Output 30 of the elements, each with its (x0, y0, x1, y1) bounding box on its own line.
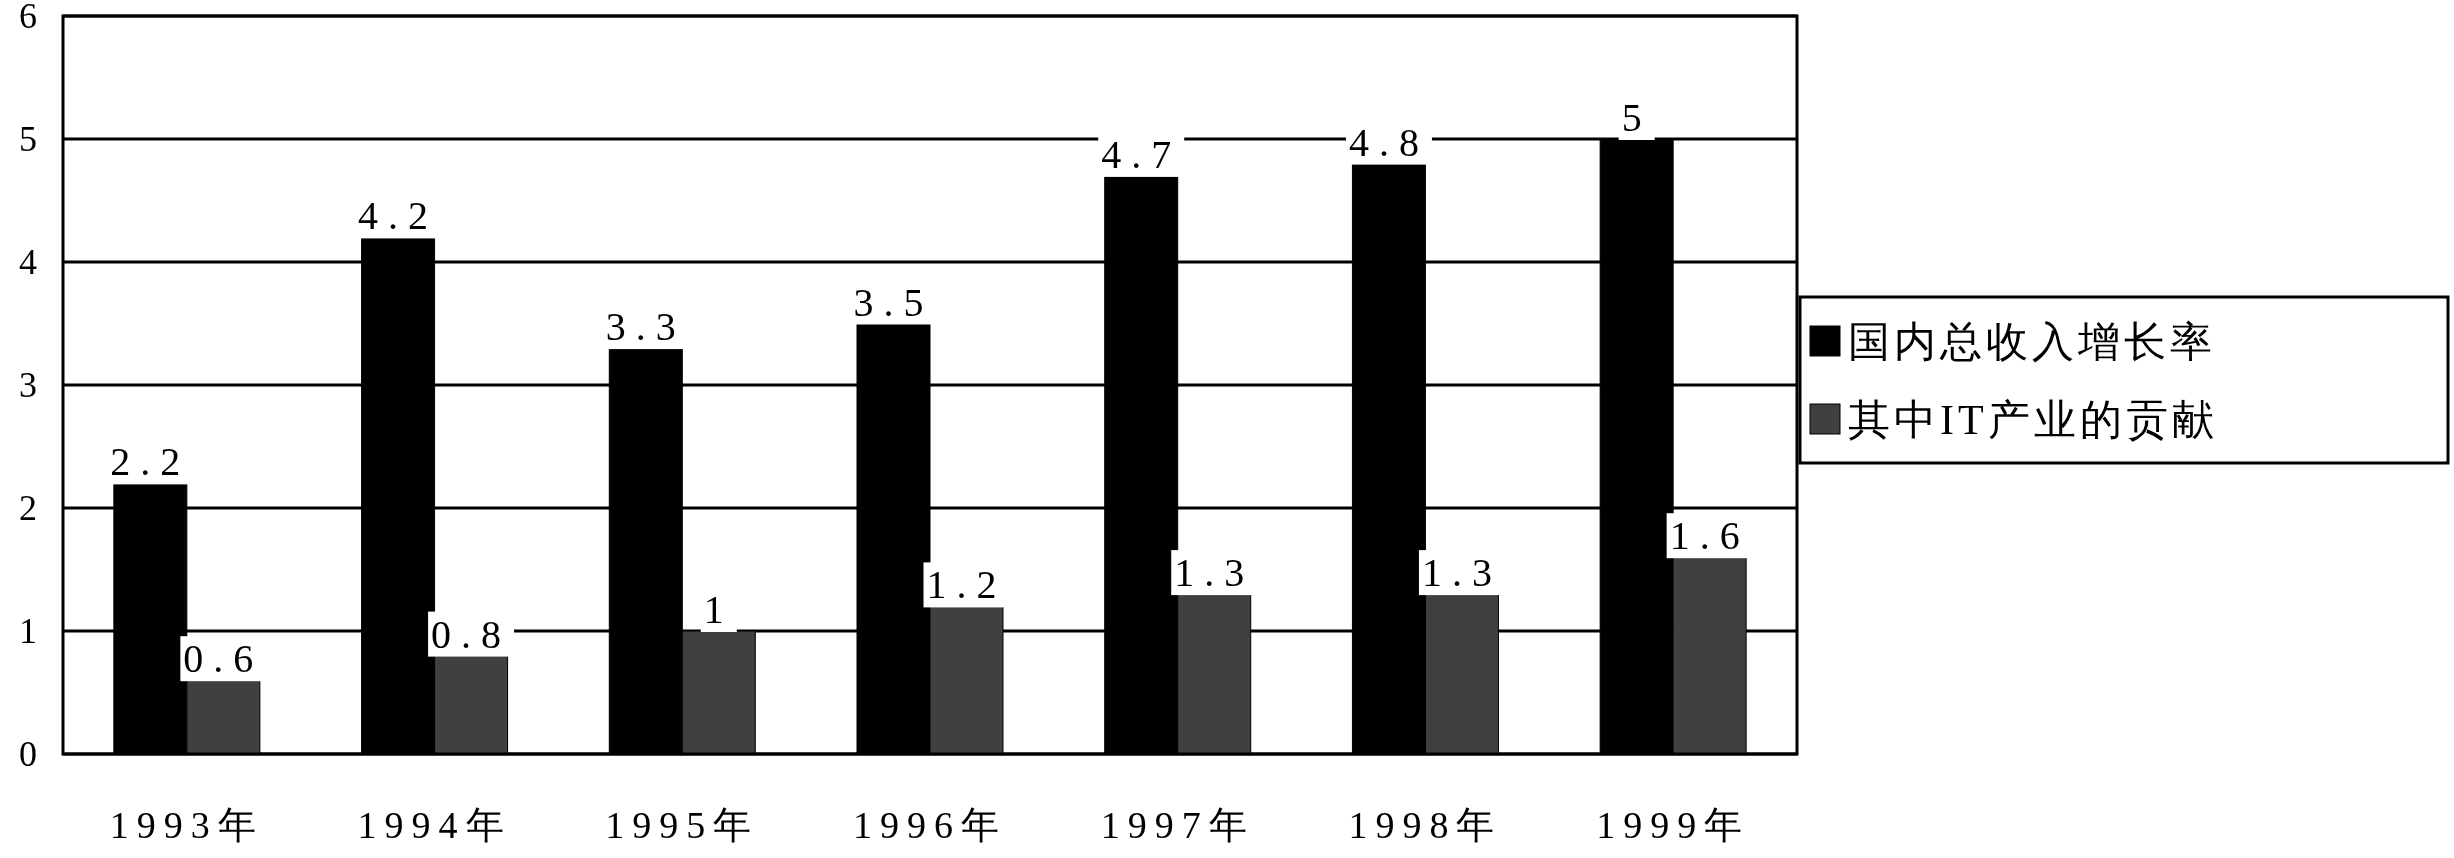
data-label: 1 (703, 587, 734, 632)
x-tick-label: 1999年 (1596, 804, 1751, 846)
x-tick-label: 1994年 (357, 804, 512, 846)
y-tick-label: 3 (19, 365, 37, 405)
x-tick-label: 1995年 (605, 804, 760, 846)
data-label: 2.2 (110, 439, 191, 485)
x-tick-label: 1993年 (109, 804, 264, 846)
y-tick-label: 2 (19, 488, 37, 528)
data-label: 0.6 (183, 636, 264, 682)
data-label: 4.2 (358, 193, 439, 239)
x-tick-label: 1997年 (1100, 804, 1255, 846)
data-label: 0.8 (431, 611, 512, 657)
data-label: 3.5 (853, 279, 934, 325)
y-tick-label: 1 (19, 611, 37, 651)
y-tick-label: 5 (19, 119, 37, 159)
data-label: 1.6 (1669, 513, 1750, 559)
data-label: 1.3 (1174, 550, 1255, 596)
y-tick-label: 6 (19, 0, 37, 36)
data-label: 1.3 (1421, 550, 1502, 596)
data-label: 4.7 (1101, 131, 1182, 177)
x-tick-label: 1996年 (853, 804, 1007, 846)
y-tick-label: 4 (19, 242, 37, 282)
data-label: 1.2 (926, 562, 1007, 608)
data-label: 5 (1621, 95, 1652, 140)
x-tick-label: 1998年 (1348, 804, 1503, 846)
y-tick-label: 0 (19, 734, 37, 774)
legend-label: 其中IT产业的贡献 (1848, 397, 2218, 443)
data-label: 3.3 (605, 304, 686, 350)
legend-label: 国内总收入增长率 (1848, 319, 2216, 365)
data-label: 4.8 (1348, 119, 1429, 165)
